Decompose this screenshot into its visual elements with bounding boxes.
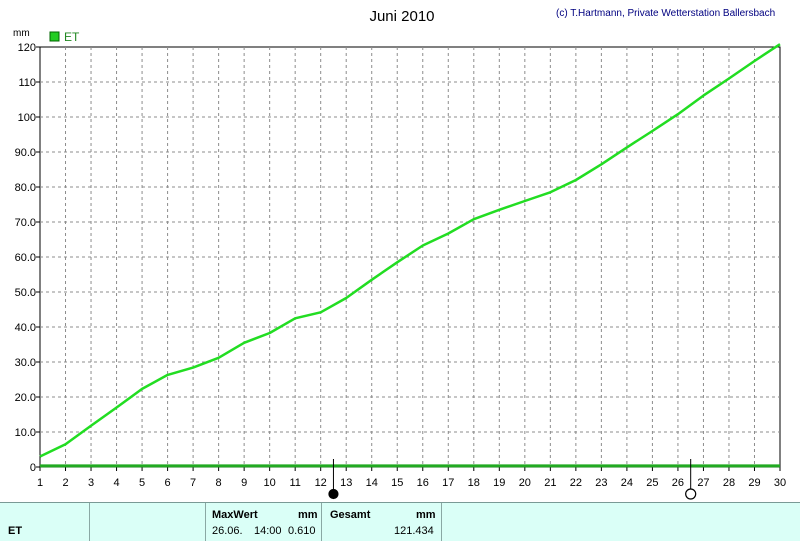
y-tick-label: 110 [18,77,36,89]
full-moon-icon [685,488,697,500]
copyright-text: (c) T.Hartmann, Private Wetterstation Ba… [556,8,775,19]
footer-empty-cell [90,503,206,541]
x-tick-label: 5 [139,477,145,489]
summary-footer: ET MaxWert mm 26.06. 14:00 0.610 Gesamt … [0,502,800,541]
y-axis: 0 10.0 20.0 30.0 40.0 50.0 60.0 70.0 80.0 90.0 100… [15,42,40,474]
total-unit: mm [416,509,436,521]
total-value: 121.434 [394,525,434,537]
x-tick-label: 12 [315,477,327,489]
series-et-line [39,43,781,458]
x-tick-label: 16 [417,477,429,489]
x-tick-label: 11 [289,477,300,489]
footer-label-cell: ET [0,503,90,541]
x-tick-label: 7 [190,477,196,489]
y-tick-label: 100 [18,112,36,124]
x-axis: 1 2 3 4 5 6 7 8 9 10 11 12 13 14 15 16 17 18 19 20 21 22 23 24 2… [37,467,786,489]
x-tick-label: 18 [468,477,480,489]
x-tick-label: 10 [264,477,276,489]
new-moon-icon [328,488,339,500]
footer-total-cell: Gesamt mm 121.434 [322,503,442,541]
y-tick-label: 0 [30,462,36,474]
y-tick-label: 20.0 [15,392,36,404]
chart-title: Juni 2010 [369,8,434,25]
x-tick-label: 15 [391,477,403,489]
total-header: Gesamt [330,509,371,521]
x-tick-label: 8 [216,477,222,489]
x-tick-label: 30 [774,477,786,489]
max-time: 14:00 [254,525,282,537]
max-header: MaxWert [212,509,258,521]
x-tick-label: 6 [165,477,171,489]
x-tick-label: 19 [493,477,505,489]
y-tick-label: 50.0 [15,287,36,299]
max-unit: mm [298,509,318,521]
x-tick-label: 4 [113,477,119,489]
y-tick-label: 90.0 [15,147,36,159]
y-tick-label: 30.0 [15,357,36,369]
x-tick-label: 23 [595,477,607,489]
footer-row-label: ET [8,525,23,537]
y-axis-unit: mm [13,28,30,39]
y-tick-label: 120 [18,42,36,54]
x-tick-label: 28 [723,477,735,489]
series-group [39,43,781,468]
y-tick-label: 40.0 [15,322,36,334]
max-value: 0.610 [288,525,316,537]
grid [40,47,780,467]
x-tick-label: 25 [646,477,658,489]
x-tick-label: 22 [570,477,582,489]
y-tick-label: 70.0 [15,217,36,229]
x-tick-label: 1 [37,477,43,489]
x-tick-label: 9 [241,477,247,489]
chart: 0 10.0 20.0 30.0 40.0 50.0 60.0 70.0 80.0 90.0 100… [13,8,786,500]
plot-area [39,46,781,468]
x-tick-label: 14 [366,477,378,489]
x-tick-label: 21 [544,477,556,489]
x-tick-label: 26 [672,477,684,489]
x-tick-label: 24 [621,477,633,489]
legend-label: ET [64,30,80,44]
moon-markers [328,459,697,500]
x-tick-label: 20 [519,477,531,489]
footer-max-cell: MaxWert mm 26.06. 14:00 0.610 [206,503,322,541]
x-tick-label: 17 [442,477,454,489]
y-tick-label: 80.0 [15,182,36,194]
max-date: 26.06. [212,525,243,537]
y-tick-label: 60.0 [15,252,36,264]
y-tick-label: 10.0 [15,427,36,439]
x-tick-label: 2 [62,477,68,489]
x-tick-label: 29 [748,477,760,489]
legend-swatch [49,31,60,42]
x-tick-label: 13 [340,477,352,489]
x-tick-label: 27 [697,477,709,489]
x-tick-label: 3 [88,477,94,489]
